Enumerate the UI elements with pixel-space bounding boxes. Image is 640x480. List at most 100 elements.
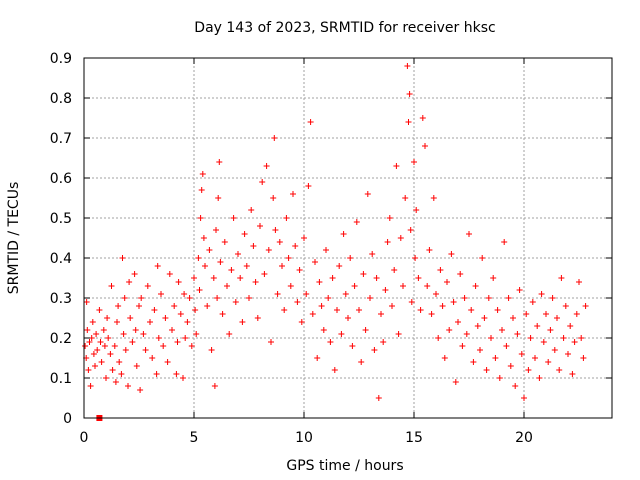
data-point — [173, 371, 180, 377]
data-point — [151, 307, 158, 313]
data-point — [250, 243, 257, 249]
data-point — [490, 275, 497, 281]
chart-title: Day 143 of 2023, SRMTID for receiver hks… — [194, 20, 495, 36]
data-point — [100, 327, 107, 333]
data-point — [558, 275, 565, 281]
data-point — [437, 267, 444, 273]
data-point — [514, 331, 521, 337]
data-point — [216, 159, 223, 165]
data-point — [257, 223, 263, 229]
grid — [84, 58, 612, 418]
data-point — [92, 363, 98, 369]
y-tick-label: 0.9 — [50, 51, 72, 67]
data-point — [206, 247, 213, 253]
data-point — [358, 359, 365, 365]
data-point — [338, 331, 345, 337]
data-point — [193, 331, 200, 337]
data-point — [393, 163, 400, 169]
data-point — [444, 279, 450, 285]
data-point — [105, 335, 112, 341]
data-point — [149, 355, 156, 361]
data-point — [197, 215, 204, 221]
data-point — [569, 371, 576, 377]
data-point — [232, 299, 239, 305]
data-point — [287, 283, 294, 289]
data-point — [131, 271, 138, 277]
data-point — [142, 347, 149, 353]
data-point — [554, 315, 560, 321]
data-point — [261, 271, 268, 277]
data-point — [120, 331, 127, 337]
data-point — [384, 239, 391, 245]
data-point — [329, 275, 336, 281]
data-point — [474, 323, 481, 329]
data-point — [459, 343, 466, 349]
data-point — [215, 195, 222, 201]
data-point — [479, 255, 486, 261]
data-point — [342, 291, 349, 297]
data-point — [138, 295, 145, 301]
data-point — [129, 339, 136, 345]
data-point — [259, 179, 266, 185]
data-point — [507, 363, 514, 369]
data-point — [84, 327, 91, 333]
data-point — [103, 375, 109, 381]
data-point — [375, 395, 382, 401]
data-point — [426, 247, 433, 253]
data-point — [405, 119, 412, 125]
data-point — [169, 327, 175, 333]
data-point — [224, 283, 230, 289]
data-point — [439, 303, 446, 309]
data-point — [180, 375, 186, 381]
data-point — [413, 207, 420, 213]
data-point — [362, 327, 369, 333]
data-point — [104, 315, 111, 321]
data-point — [450, 299, 457, 305]
data-point — [518, 351, 525, 357]
data-point — [144, 283, 151, 289]
data-point — [472, 283, 479, 289]
data-point — [516, 287, 523, 293]
data-point — [525, 367, 532, 373]
y-tick-label: 0.6 — [50, 171, 72, 187]
data-point — [111, 343, 118, 349]
data-point — [380, 339, 387, 345]
data-point — [87, 383, 94, 389]
data-point — [534, 323, 541, 329]
y-axis-label: SRMTID / TECUs — [6, 182, 22, 295]
data-point — [307, 119, 314, 125]
data-point — [217, 259, 224, 265]
data-point — [283, 215, 290, 221]
data-point — [200, 235, 207, 241]
data-point — [85, 367, 92, 373]
y-tick-label: 0.5 — [50, 211, 72, 227]
data-point — [538, 291, 545, 297]
data-point — [214, 295, 221, 301]
data-point — [140, 331, 147, 337]
data-point — [340, 231, 347, 237]
y-tick-label: 0 — [63, 411, 72, 427]
data-point — [378, 311, 384, 317]
data-point — [312, 259, 318, 265]
data-point — [397, 235, 404, 241]
data-point — [132, 327, 139, 333]
data-point — [270, 195, 277, 201]
data-point — [446, 327, 453, 333]
data-point — [126, 279, 133, 285]
data-point — [305, 183, 312, 189]
data-point — [327, 339, 334, 345]
data-point — [296, 267, 303, 273]
data-point — [94, 347, 101, 353]
data-point — [325, 295, 332, 301]
data-point — [536, 375, 543, 381]
data-point — [435, 335, 442, 341]
data-point — [158, 291, 164, 297]
x-tick-label: 5 — [190, 430, 199, 446]
data-point — [540, 339, 547, 345]
data-point — [461, 295, 468, 301]
data-point — [107, 351, 114, 357]
data-point — [133, 363, 140, 369]
data-point — [582, 303, 589, 309]
y-tick-label: 0.4 — [50, 251, 72, 267]
data-point — [386, 215, 393, 221]
